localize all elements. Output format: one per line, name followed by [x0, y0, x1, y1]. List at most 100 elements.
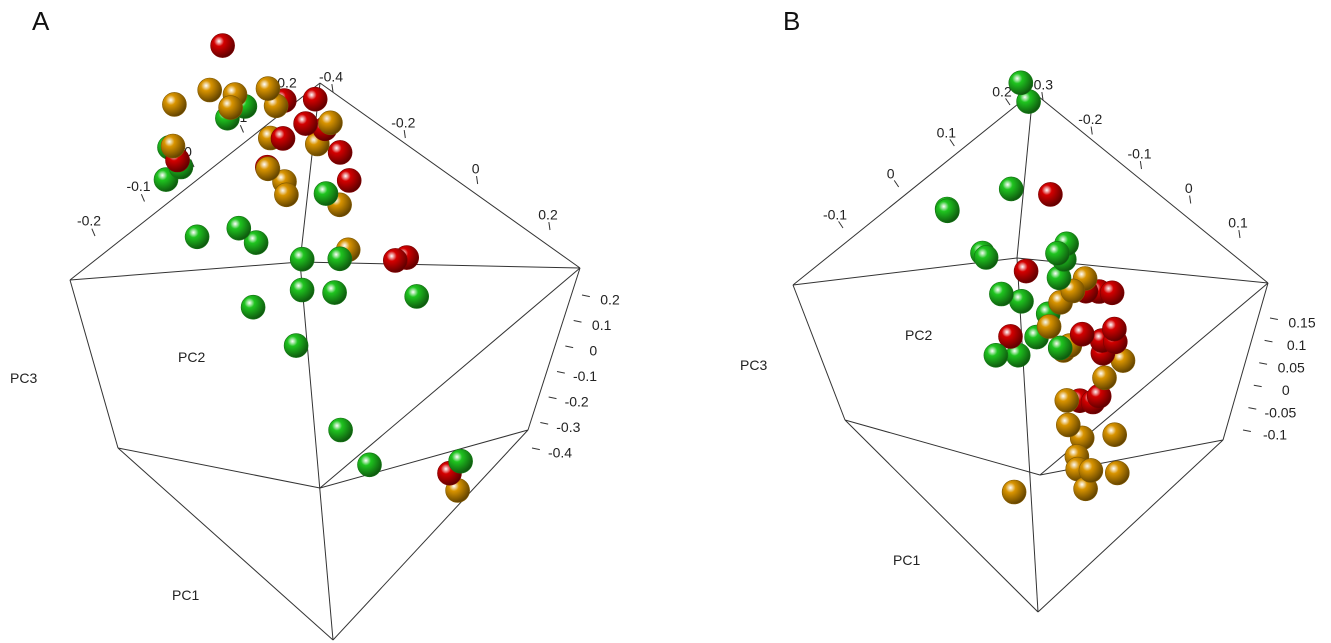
data-point-red — [270, 126, 296, 151]
data-point-green — [989, 281, 1014, 307]
tick-label: -0.3 — [556, 419, 580, 435]
data-point-red — [1099, 280, 1125, 306]
panel-b: B -0.1 0 0.1 0.2 -0.3 -0.2 -0.1 0 0.1 0.15 0.1 0.05… — [665, 0, 1331, 643]
box-edge — [1016, 91, 1034, 259]
tick-mark — [1238, 230, 1241, 239]
axis-label-pc2: PC2 — [178, 349, 205, 365]
data-point-orange — [160, 133, 186, 159]
tick-label: -0.1 — [126, 178, 150, 194]
tick-label: 0.1 — [1287, 337, 1307, 353]
data-point-orange — [197, 77, 222, 103]
tick-label: -0.4 — [548, 445, 572, 461]
tick-mark — [581, 294, 590, 298]
tick-label: 0.2 — [277, 75, 297, 91]
tick-label: -0.2 — [1078, 111, 1102, 127]
tick-label: -0.1 — [1127, 146, 1151, 162]
box-edge — [299, 261, 334, 641]
data-point-orange — [1036, 314, 1062, 339]
data-point-green — [243, 230, 269, 255]
tick-label: 0.1 — [1228, 215, 1248, 231]
plot-box — [792, 91, 1269, 613]
pc3-ticks: 0.15 0.1 0.05 0 -0.05 -0.1 — [1242, 315, 1316, 443]
data-point-orange — [255, 156, 281, 182]
box-edge — [1222, 282, 1269, 441]
box-edge — [69, 261, 301, 281]
tick-label: 0.15 — [1288, 315, 1315, 331]
data-point-red — [293, 111, 318, 136]
data-point-orange — [1078, 458, 1104, 483]
pc2-ticks: -0.3 -0.2 -0.1 0 0.1 — [1029, 77, 1248, 239]
tick-mark — [239, 124, 244, 133]
box-edge — [1032, 91, 1269, 284]
data-point-red — [327, 140, 353, 165]
box-edge — [319, 267, 581, 489]
data-point-red — [1069, 321, 1095, 347]
pc1-ticks: -0.1 0 0.1 0.2 — [823, 84, 1012, 229]
data-point-orange — [274, 182, 299, 208]
tick-label: -0.3 — [1029, 77, 1053, 93]
box-edge — [117, 447, 321, 489]
data-point-red — [1102, 316, 1127, 342]
axis-label-pc3: PC3 — [10, 370, 37, 386]
axis-label-pc1: PC1 — [172, 587, 199, 603]
box-edge — [1016, 257, 1039, 613]
tick-mark — [1242, 429, 1251, 432]
data-point-green — [289, 277, 315, 303]
tick-mark — [1005, 98, 1011, 106]
box-edge — [792, 284, 846, 421]
data-point-red — [1038, 182, 1063, 207]
tick-label: 0 — [1185, 180, 1193, 196]
tick-label: 0 — [1282, 382, 1290, 398]
tick-mark — [403, 130, 406, 139]
data-point-green — [1045, 241, 1070, 266]
data-point-red — [302, 86, 328, 112]
tick-mark — [1041, 92, 1044, 101]
tick-mark — [476, 176, 479, 185]
tick-mark — [893, 180, 900, 188]
tick-mark — [1253, 384, 1262, 388]
data-point-green — [998, 176, 1024, 202]
data-point-green — [983, 342, 1009, 368]
data-points — [934, 70, 1136, 505]
tick-mark — [1090, 126, 1093, 135]
data-point-green — [357, 452, 382, 478]
tick-label: 0.2 — [538, 207, 558, 223]
pc2-ticks: -0.4 -0.2 0 0.2 — [319, 69, 558, 231]
tick-mark — [1248, 407, 1257, 410]
tick-mark — [331, 84, 334, 93]
box-edge — [332, 429, 529, 641]
data-point-orange — [1001, 479, 1027, 505]
data-point-green — [1008, 70, 1034, 96]
tick-mark — [91, 228, 96, 237]
data-point-red — [998, 324, 1023, 349]
tick-label: 0 — [589, 343, 597, 359]
tick-label: -0.2 — [391, 115, 415, 131]
tick-mark — [1269, 317, 1278, 320]
data-point-orange — [1055, 412, 1081, 438]
tick-mark — [1259, 362, 1268, 365]
box-edge — [844, 419, 1039, 613]
data-point-green — [313, 181, 339, 206]
tick-label: -0.2 — [565, 394, 589, 410]
tick-label: -0.1 — [573, 368, 597, 384]
tick-label: 0 — [887, 166, 895, 182]
box-edge — [1037, 439, 1224, 613]
box-edge — [319, 82, 581, 269]
data-point-green — [1047, 335, 1073, 361]
panel-a: A -0.2-0.100.10.2-0.4-0.200.20.20.10-0.1… — [0, 0, 665, 643]
box-edge — [844, 419, 1041, 476]
tick-label: -0.05 — [1264, 404, 1296, 420]
tick-label: -0.1 — [823, 207, 847, 223]
box-edge — [792, 91, 1034, 286]
pca-plot-a: -0.2-0.100.10.2-0.4-0.200.20.20.10-0.1-0… — [10, 33, 620, 641]
data-point-red — [336, 168, 362, 193]
tick-mark — [949, 139, 955, 147]
tick-mark — [140, 193, 145, 202]
tick-mark — [573, 320, 582, 323]
data-point-green — [226, 215, 252, 241]
data-point-orange — [1104, 460, 1130, 486]
tick-mark — [1189, 195, 1192, 204]
tick-mark — [838, 221, 844, 229]
box-edge — [299, 82, 321, 263]
data-point-green — [404, 284, 430, 309]
